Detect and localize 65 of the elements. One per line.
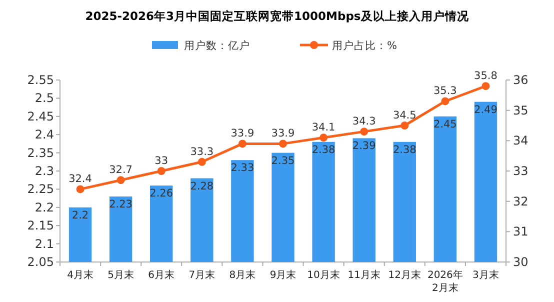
x-tick-label: 3月末	[472, 269, 499, 281]
x-tick-label: 10月末	[307, 269, 340, 281]
data-label: 35.3	[433, 85, 457, 98]
y2-tick-label: 35	[513, 103, 528, 118]
data-label: 2.2	[72, 209, 89, 222]
data-label: 2.28	[190, 180, 214, 192]
data-label: 32.7	[109, 164, 133, 176]
x-tick-label: 12月末	[388, 269, 422, 281]
data-label: 32.4	[68, 173, 92, 186]
y-tick-label: 2.05	[27, 255, 54, 269]
chart-title: 2025-2026年3月中国固定互联网宽带1000Mbps及以上接入用户情况	[85, 9, 470, 23]
x-tick-label: 6月末	[148, 269, 175, 281]
point	[279, 140, 287, 148]
y2-tick-label: 36	[513, 73, 528, 87]
data-label: 2.49	[474, 104, 498, 116]
x-tick-label: 11月末	[348, 269, 380, 281]
point	[238, 140, 246, 148]
y-tick-label: 2.3	[34, 164, 54, 178]
data-label: 34.3	[352, 116, 376, 128]
data-label: 33.9	[271, 128, 295, 140]
x-tick-label: 4月末	[67, 269, 94, 281]
y2-tick-label: 30	[513, 255, 528, 269]
data-label: 2.35	[271, 154, 295, 167]
y-tick-label: 2.35	[27, 146, 54, 160]
data-label: 34.5	[392, 110, 416, 122]
legend-label: 用户占比：%	[332, 39, 397, 52]
y-tick-label: 2.5	[34, 91, 54, 106]
data-label: 34.1	[312, 122, 336, 134]
point	[441, 97, 450, 106]
y2-tick-label: 33	[513, 164, 528, 178]
data-label: 2.33	[230, 162, 254, 174]
y-tick-label: 2.2	[34, 200, 54, 214]
y-tick-label: 2.1	[34, 236, 54, 251]
legend-label: 用户数：亿户	[184, 39, 250, 52]
data-label: 33	[154, 155, 168, 167]
y2-tick-label: 34	[513, 134, 528, 148]
y-tick-label: 2.25	[27, 182, 54, 196]
data-label: 35.8	[474, 70, 498, 82]
data-label: 33.9	[230, 128, 254, 140]
point	[157, 167, 166, 175]
x-tick-label: 5月末	[108, 269, 134, 281]
data-label: 2.23	[109, 198, 133, 210]
data-label: 2.45	[433, 118, 457, 130]
point	[198, 158, 206, 166]
y-tick-label: 2.55	[27, 73, 54, 87]
x-tick-label: 7月末	[188, 269, 216, 281]
y-tick-label: 2.45	[27, 109, 54, 124]
y-tick-label: 2.4	[34, 128, 54, 142]
point	[360, 128, 368, 136]
x-tick-label: 2026年 2月末	[427, 269, 463, 294]
y2-tick-label: 31	[513, 224, 528, 239]
data-label: 33.3	[190, 146, 214, 158]
point	[400, 122, 409, 130]
data-label: 2.38	[312, 144, 336, 156]
data-label: 2.38	[392, 144, 416, 156]
point	[482, 82, 490, 90]
point	[320, 134, 328, 142]
y2-tick-label: 32	[513, 194, 528, 208]
y-tick-label: 2.15	[27, 218, 54, 233]
data-label: 2.26	[150, 188, 174, 200]
point	[76, 185, 84, 194]
x-tick-label: 8月末	[229, 269, 256, 281]
point	[116, 176, 125, 184]
data-label: 2.39	[352, 140, 376, 152]
x-tick-label: 9月末	[270, 269, 296, 281]
